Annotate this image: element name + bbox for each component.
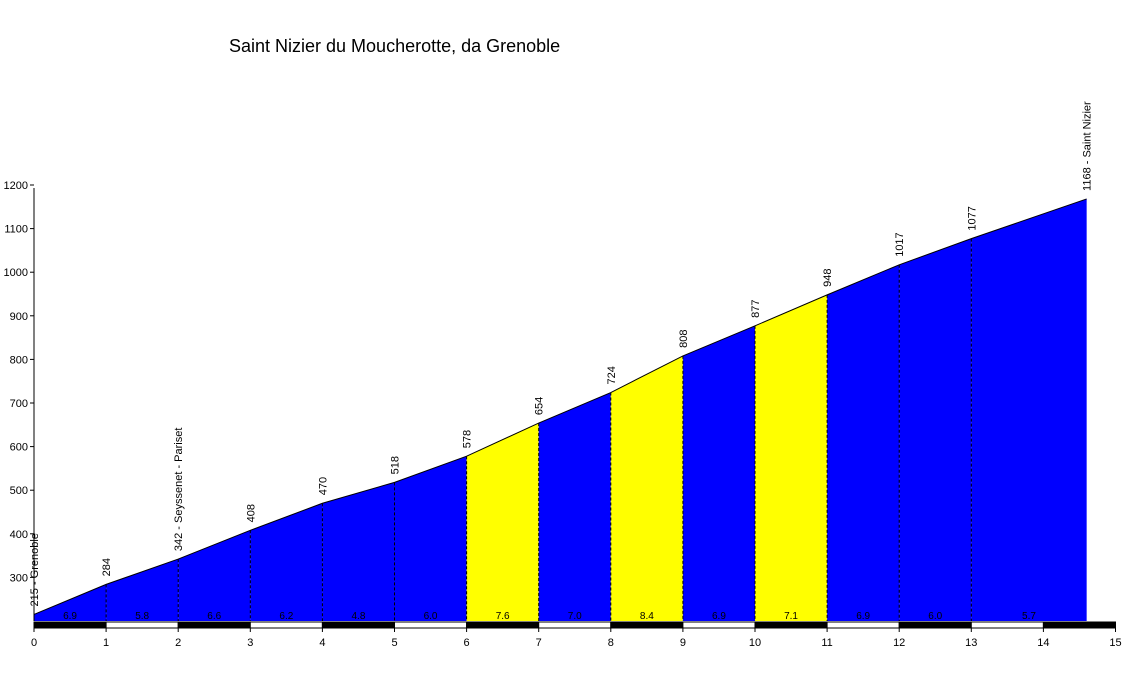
segment-area bbox=[827, 264, 900, 621]
x-tick-label: 4 bbox=[319, 637, 325, 649]
km-bar-segment bbox=[826, 621, 900, 629]
elevation-label: 808 bbox=[678, 330, 690, 348]
x-tick-label: 12 bbox=[893, 637, 905, 649]
elevation-label: 408 bbox=[245, 504, 257, 522]
elevation-label: 578 bbox=[462, 430, 474, 448]
segment-area bbox=[250, 503, 323, 621]
x-tick-label: 13 bbox=[965, 637, 977, 649]
km-bar-segment bbox=[466, 621, 540, 629]
km-bar-segment bbox=[33, 621, 107, 629]
elevation-label: 654 bbox=[534, 397, 546, 415]
y-tick-label: 500 bbox=[10, 485, 28, 497]
km-bar-segment bbox=[898, 621, 972, 629]
grade-label: 6.9 bbox=[856, 611, 870, 622]
grade-label: 8.4 bbox=[640, 611, 654, 622]
x-tick-label: 8 bbox=[608, 637, 614, 649]
grade-label: 7.0 bbox=[568, 611, 582, 622]
grade-label: 6.2 bbox=[279, 611, 293, 622]
y-tick-label: 800 bbox=[10, 354, 28, 366]
elevation-label: 518 bbox=[390, 456, 402, 474]
elevation-label: 1077 bbox=[966, 206, 978, 230]
x-tick-label: 10 bbox=[749, 637, 761, 649]
x-tick-label: 7 bbox=[536, 637, 542, 649]
elevation-labels: 215 - Grenoble 284 342 - Seyssenet - Paris… bbox=[29, 101, 1094, 607]
segment-area bbox=[322, 482, 395, 621]
profile-line-group bbox=[33, 198, 1087, 615]
elevation-label: 342 - Seyssenet - Pariset bbox=[173, 428, 185, 552]
grade-label: 6.6 bbox=[207, 611, 221, 622]
x-tick-label: 2 bbox=[175, 637, 181, 649]
km-bar-segment bbox=[394, 621, 468, 629]
y-tick-label: 400 bbox=[10, 529, 28, 541]
km-bar-segment bbox=[105, 621, 179, 629]
elevation-label: 1168 - Saint Nizier bbox=[1082, 101, 1094, 191]
km-bar-segment bbox=[538, 621, 612, 629]
segment-area bbox=[755, 294, 828, 621]
elevation-label: 470 bbox=[317, 477, 329, 495]
segment-area bbox=[394, 456, 467, 621]
x-tick-label: 5 bbox=[391, 637, 397, 649]
elevation-label: 948 bbox=[822, 269, 834, 287]
elevation-label: 284 bbox=[101, 558, 113, 576]
x-tick-label: 14 bbox=[1037, 637, 1049, 649]
km-dividers bbox=[105, 238, 972, 621]
segment-area bbox=[971, 198, 1087, 621]
x-tick-label: 3 bbox=[247, 637, 253, 649]
x-tick-label: 1 bbox=[103, 637, 109, 649]
elevation-label: 215 - Grenoble bbox=[29, 533, 41, 606]
segment-area bbox=[466, 423, 539, 621]
grade-label: 4.8 bbox=[351, 611, 365, 622]
y-axis-ticks: 300 400 500 600 700 800 900 1000 1100 1200 bbox=[4, 180, 34, 584]
km-bar-segment bbox=[610, 621, 684, 629]
grade-label: 6.9 bbox=[712, 611, 726, 622]
km-bar bbox=[33, 621, 1117, 629]
grade-label: 7.1 bbox=[784, 611, 798, 622]
y-tick-label: 300 bbox=[10, 572, 28, 584]
profile-line bbox=[33, 198, 1087, 615]
x-tick-label: 6 bbox=[464, 637, 470, 649]
y-tick-label: 1200 bbox=[4, 180, 28, 192]
grade-label: 5.8 bbox=[135, 611, 149, 622]
x-tick-label: 15 bbox=[1109, 637, 1121, 649]
elevation-label: 1017 bbox=[894, 232, 906, 256]
segment-area bbox=[34, 584, 107, 621]
segment-areas bbox=[34, 198, 1087, 622]
x-tick-label: 11 bbox=[821, 637, 832, 649]
km-bar-segment bbox=[321, 621, 395, 629]
segment-area bbox=[538, 392, 611, 621]
km-bar-segment bbox=[754, 621, 828, 629]
y-tick-label: 600 bbox=[10, 442, 28, 454]
y-tick-label: 1100 bbox=[4, 224, 28, 236]
segment-area bbox=[610, 355, 683, 621]
x-tick-label: 9 bbox=[680, 637, 686, 649]
segment-area bbox=[682, 325, 755, 621]
grade-labels: 6.9 5.8 6.6 6.2 4.8 6.0 7.6 7.0 8.4 6.9 7.1 6.9 6.0 5… bbox=[63, 611, 1036, 622]
elevation-label: 724 bbox=[606, 366, 618, 384]
km-bar-segment bbox=[970, 621, 1044, 629]
segment-area bbox=[899, 238, 972, 622]
segment-area bbox=[106, 559, 179, 621]
x-tick-label: 0 bbox=[31, 637, 37, 649]
grade-label: 5.7 bbox=[1022, 611, 1036, 622]
segment-area bbox=[178, 530, 251, 621]
y-tick-label: 700 bbox=[10, 398, 28, 410]
km-bar-segment bbox=[1042, 621, 1117, 629]
x-axis-ticks: 0 1 2 3 4 5 6 7 8 9 10 11 12 13 14 15 bbox=[31, 628, 1122, 649]
elevation-label: 877 bbox=[750, 299, 762, 317]
grade-label: 6.0 bbox=[928, 611, 942, 622]
chart-title: Saint Nizier du Moucherotte, da Grenoble bbox=[229, 36, 560, 56]
km-bar-segment bbox=[249, 621, 323, 629]
y-tick-label: 900 bbox=[10, 311, 28, 323]
km-bar-segment bbox=[177, 621, 251, 629]
grade-label: 7.6 bbox=[496, 611, 510, 622]
km-bar-segment bbox=[682, 621, 756, 629]
grade-label: 6.9 bbox=[63, 611, 77, 622]
grade-label: 6.0 bbox=[424, 611, 438, 622]
y-tick-label: 1000 bbox=[4, 267, 28, 279]
